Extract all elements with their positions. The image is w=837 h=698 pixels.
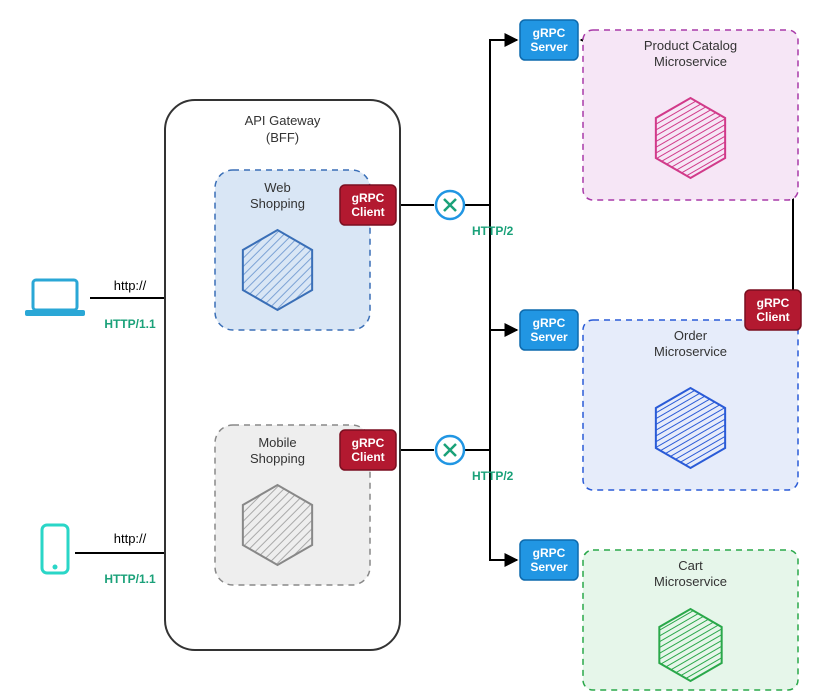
svg-text:http://: http:// — [114, 531, 147, 546]
edge-hub-cart — [490, 205, 517, 560]
svg-text:Product Catalog: Product Catalog — [644, 38, 737, 53]
svg-text:(BFF): (BFF) — [266, 130, 299, 145]
architecture-diagram: http:// HTTP/1.1 http:// HTTP/1.1 HTTP/2 HTTP… — [0, 0, 837, 698]
svg-text:gRPC: gRPC — [533, 546, 566, 560]
svg-text:HTTP/2: HTTP/2 — [472, 469, 514, 483]
svg-text:Cart: Cart — [678, 558, 703, 573]
svg-text:Order: Order — [674, 328, 708, 343]
laptop-icon — [33, 280, 77, 310]
svg-text:HTTP/2: HTTP/2 — [472, 224, 514, 238]
svg-text:Microservice: Microservice — [654, 574, 727, 589]
svg-text:Web: Web — [264, 180, 291, 195]
svg-text:gRPC: gRPC — [533, 316, 566, 330]
svg-text:Server: Server — [530, 560, 568, 574]
svg-text:HTTP/1.1: HTTP/1.1 — [104, 317, 156, 331]
svg-text:Server: Server — [530, 40, 568, 54]
svg-text:Client: Client — [351, 205, 384, 219]
svg-text:Client: Client — [756, 310, 789, 324]
svg-text:Microservice: Microservice — [654, 54, 727, 69]
svg-text:HTTP/1.1: HTTP/1.1 — [104, 572, 156, 586]
svg-text:http://: http:// — [114, 278, 147, 293]
svg-text:Client: Client — [351, 450, 384, 464]
svg-text:Shopping: Shopping — [250, 196, 305, 211]
svg-text:Server: Server — [530, 330, 568, 344]
edge-web-catalog — [464, 40, 517, 205]
svg-text:Microservice: Microservice — [654, 344, 727, 359]
svg-text:gRPC: gRPC — [352, 436, 385, 450]
svg-text:gRPC: gRPC — [533, 26, 566, 40]
svg-text:API Gateway: API Gateway — [245, 113, 321, 128]
svg-text:gRPC: gRPC — [352, 191, 385, 205]
svg-text:Mobile: Mobile — [258, 435, 296, 450]
svg-text:gRPC: gRPC — [757, 296, 790, 310]
svg-text:Shopping: Shopping — [250, 451, 305, 466]
